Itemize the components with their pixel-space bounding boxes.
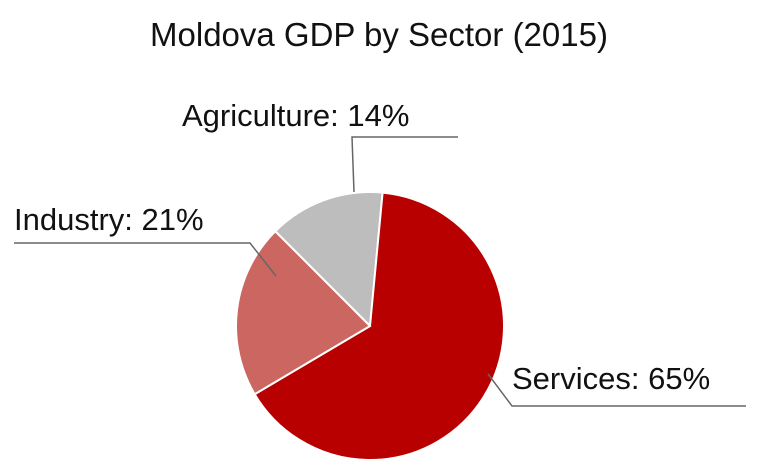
slice-label-services: Services: 65%: [512, 361, 710, 396]
leader-line-agriculture: [351, 136, 458, 193]
leader-lines: [14, 136, 746, 407]
pie-slices: [235, 191, 505, 461]
leader-line-services: [487, 373, 746, 407]
slice-labels: Agriculture: 14% Services: 65% Industry: 2…: [14, 98, 710, 396]
slice-label-agriculture: Agriculture: 14%: [182, 98, 409, 133]
leader-line-industry: [14, 242, 277, 277]
pie-slice-agriculture: [273, 191, 384, 329]
chart-title: Moldova GDP by Sector (2015): [150, 16, 608, 53]
slice-label-industry: Industry: 21%: [14, 202, 204, 237]
pie-slice-services: [253, 191, 505, 461]
pie-slice-industry: [235, 229, 372, 396]
